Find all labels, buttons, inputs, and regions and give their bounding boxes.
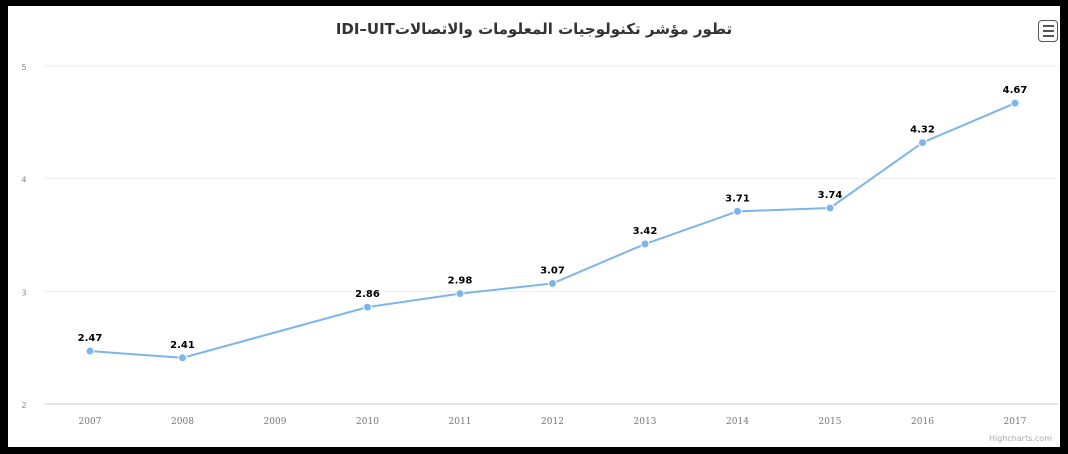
x-tick-label: 2010	[356, 417, 379, 427]
y-tick-label: 3	[21, 288, 26, 297]
x-tick-label: 2014	[726, 417, 749, 427]
data-point[interactable]	[733, 206, 742, 216]
data-label: 4.32	[910, 125, 935, 136]
x-tick-label: 2015	[819, 417, 842, 427]
data-label: 3.71	[725, 193, 750, 204]
data-label: 3.74	[818, 190, 843, 201]
x-tick-label: 2011	[449, 417, 472, 427]
chart-title: تطور مؤشر تكنولوجيات المعلومات والاتصالا…	[335, 20, 733, 38]
data-label: 3.07	[540, 265, 565, 276]
data-label: 2.47	[78, 333, 103, 344]
hamburger-menu-icon	[1042, 25, 1054, 27]
y-tick-label: 5	[21, 63, 26, 72]
data-point[interactable]	[455, 289, 465, 299]
chart-plot: 2 3 4 5 2007 2008 2009 2010 2011 2012 2013 2014 2015…	[21, 63, 1058, 427]
x-tick-label: 2016	[911, 417, 934, 427]
data-point[interactable]	[1010, 98, 1020, 108]
data-point[interactable]	[918, 138, 927, 148]
x-tick-label: 2017	[1004, 417, 1027, 427]
y-tick-label: 4	[21, 176, 26, 185]
data-label: 2.86	[355, 289, 380, 300]
credits-link[interactable]: Highcharts.com	[989, 434, 1052, 443]
chart-menu-button[interactable]	[1038, 20, 1058, 42]
data-label: 3.42	[633, 226, 658, 237]
chart-container: 2 3 4 5 2007 2008 2009 2010 2011 2012 2013 2014 2015…	[8, 6, 1060, 447]
y-tick-label: 2	[21, 401, 26, 410]
series-line	[89, 102, 1016, 359]
data-point[interactable]	[640, 239, 650, 249]
data-point[interactable]	[825, 203, 835, 213]
data-label: 2.98	[448, 276, 473, 287]
data-point[interactable]	[363, 302, 372, 312]
data-label: 4.67	[1003, 85, 1028, 96]
data-point[interactable]	[548, 278, 557, 288]
x-tick-label: 2008	[171, 417, 194, 427]
x-tick-label: 2007	[79, 417, 102, 427]
data-point[interactable]	[85, 346, 95, 356]
data-label: 2.41	[170, 340, 195, 351]
x-tick-label: 2012	[541, 417, 564, 427]
x-tick-label: 2009	[264, 417, 287, 427]
x-tick-label: 2013	[634, 417, 657, 427]
data-point[interactable]	[178, 353, 187, 363]
